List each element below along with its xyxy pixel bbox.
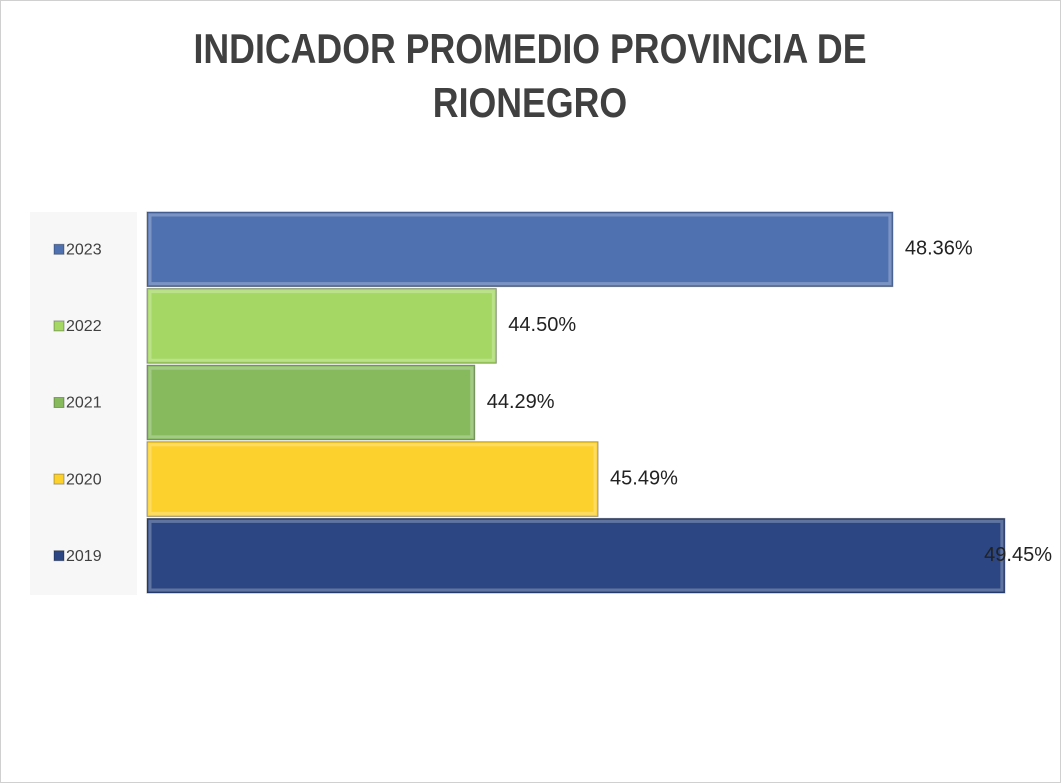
legend-swatch	[53, 473, 65, 485]
category-panel	[30, 212, 137, 595]
value-label: 44.50%	[508, 314, 576, 336]
bar-bevel	[148, 443, 597, 515]
y-tick-label: 2023	[66, 242, 102, 259]
chart-title: INDICADOR PROMEDIO PROVINCIA DE RIONEGRO	[193, 25, 867, 126]
y-tick-label: 2019	[66, 548, 102, 565]
y-tick-label: 2020	[66, 471, 102, 488]
legend-swatch	[53, 550, 65, 562]
value-label: 48.36%	[905, 238, 973, 260]
bar-bevel	[148, 290, 495, 362]
bar-bevel	[148, 519, 1004, 592]
y-tick-label: 2021	[66, 395, 102, 412]
bar	[146, 441, 599, 517]
bar	[146, 517, 1006, 594]
bar-bevel	[148, 213, 892, 286]
bar	[146, 211, 894, 288]
legend-swatch	[53, 397, 65, 408]
y-tick-label: 2022	[66, 318, 102, 335]
value-label: 45.49%	[610, 467, 678, 489]
legend-swatch	[53, 243, 65, 255]
bar	[146, 364, 476, 441]
bar	[146, 288, 497, 364]
bar-bevel	[148, 366, 474, 439]
value-label: 49.45%	[984, 544, 1052, 566]
value-label: 44.29%	[487, 391, 555, 413]
legend-swatch	[53, 320, 65, 332]
